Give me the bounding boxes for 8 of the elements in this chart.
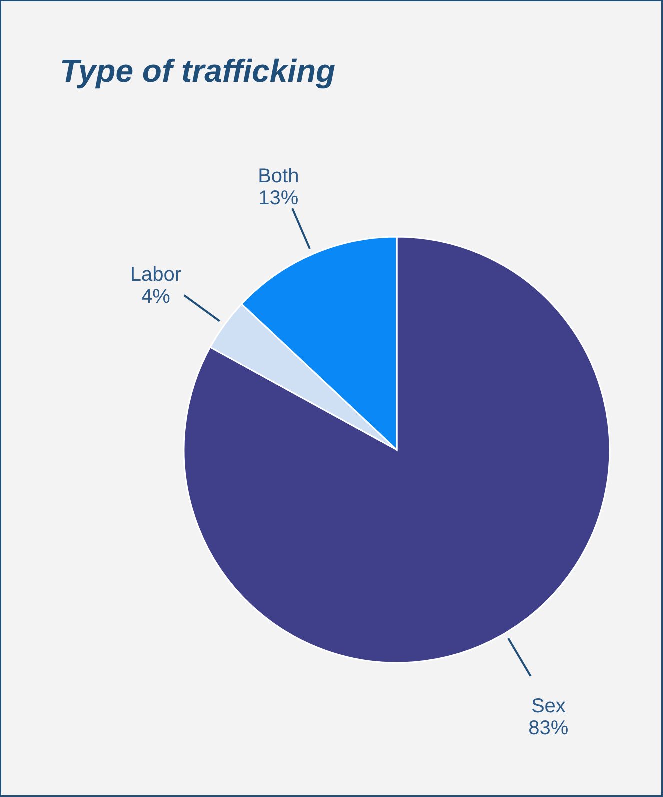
slice-label: Labor (130, 264, 182, 286)
data-label: 4% (141, 286, 171, 308)
slice-label: Both (258, 166, 300, 188)
pie-slice (183, 236, 611, 664)
chart-title: Type of trafficking (60, 53, 336, 89)
slice-label: Sex (531, 696, 566, 718)
data-label: 83% (528, 718, 569, 740)
data-label: 13% (258, 188, 299, 210)
